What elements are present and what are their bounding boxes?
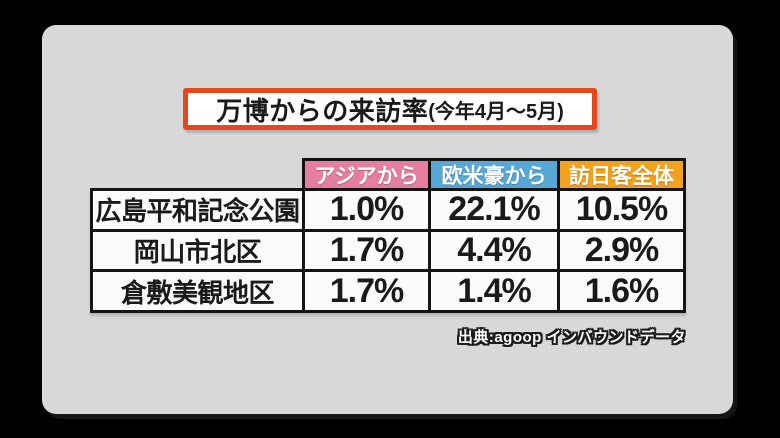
page-title: 万博からの来訪率: [216, 95, 429, 126]
value-text: 4.4%: [457, 231, 531, 269]
value-kurashiki-all: 1.6%: [560, 272, 683, 310]
value-text: 22.1%: [448, 191, 540, 229]
graphic-panel: 万博からの来訪率 (今年4月〜5月) アジアから 欧米豪から 訪日客全体 広島平和…: [42, 25, 733, 414]
title-box: 万博からの来訪率 (今年4月〜5月): [183, 88, 597, 130]
value-text: 1.0%: [329, 191, 404, 229]
column-header-all-visitors: 訪日客全体: [557, 158, 686, 191]
column-header-asia: アジアから: [302, 158, 431, 191]
value-kurashiki-west: 1.4%: [431, 272, 557, 310]
column-header-west: 欧米豪から: [428, 158, 560, 191]
row-label-hiroshima: 広島平和記念公園: [93, 191, 302, 229]
value-okayama-all: 2.9%: [560, 231, 683, 270]
column-header-west-label: 欧米豪から: [441, 164, 547, 188]
row-label-text: 倉敷美観地区: [120, 277, 275, 308]
value-okayama-asia: 1.7%: [305, 231, 428, 270]
value-text: 1.7%: [329, 231, 404, 269]
value-okayama-west: 4.4%: [431, 231, 557, 270]
value-hiroshima-asia: 1.0%: [305, 191, 428, 229]
value-text: 1.4%: [457, 272, 531, 310]
column-header-all-visitors-label: 訪日客全体: [569, 164, 674, 188]
source-credit: 出典:agoop インバウンドデータ: [457, 329, 686, 346]
value-kurashiki-asia: 1.7%: [305, 272, 428, 310]
value-text: 1.7%: [329, 272, 404, 310]
page-title-period: (今年4月〜5月): [428, 100, 564, 123]
value-text: 2.9%: [584, 231, 659, 269]
value-text: 1.6%: [584, 272, 659, 310]
row-label-okayama: 岡山市北区: [93, 231, 302, 270]
row-label-kurashiki: 倉敷美観地区: [93, 272, 302, 310]
row-label-text: 広島平和記念公園: [95, 196, 300, 227]
value-hiroshima-all: 10.5%: [560, 191, 683, 229]
value-hiroshima-west: 22.1%: [431, 191, 557, 229]
value-text: 10.5%: [575, 191, 668, 229]
data-table: 広島平和記念公園 1.0% 22.1% 10.5% 岡山市北区 1.7% 4.4…: [90, 188, 686, 313]
column-header-asia-label: アジアから: [314, 164, 419, 188]
row-label-text: 岡山市北区: [133, 236, 262, 267]
